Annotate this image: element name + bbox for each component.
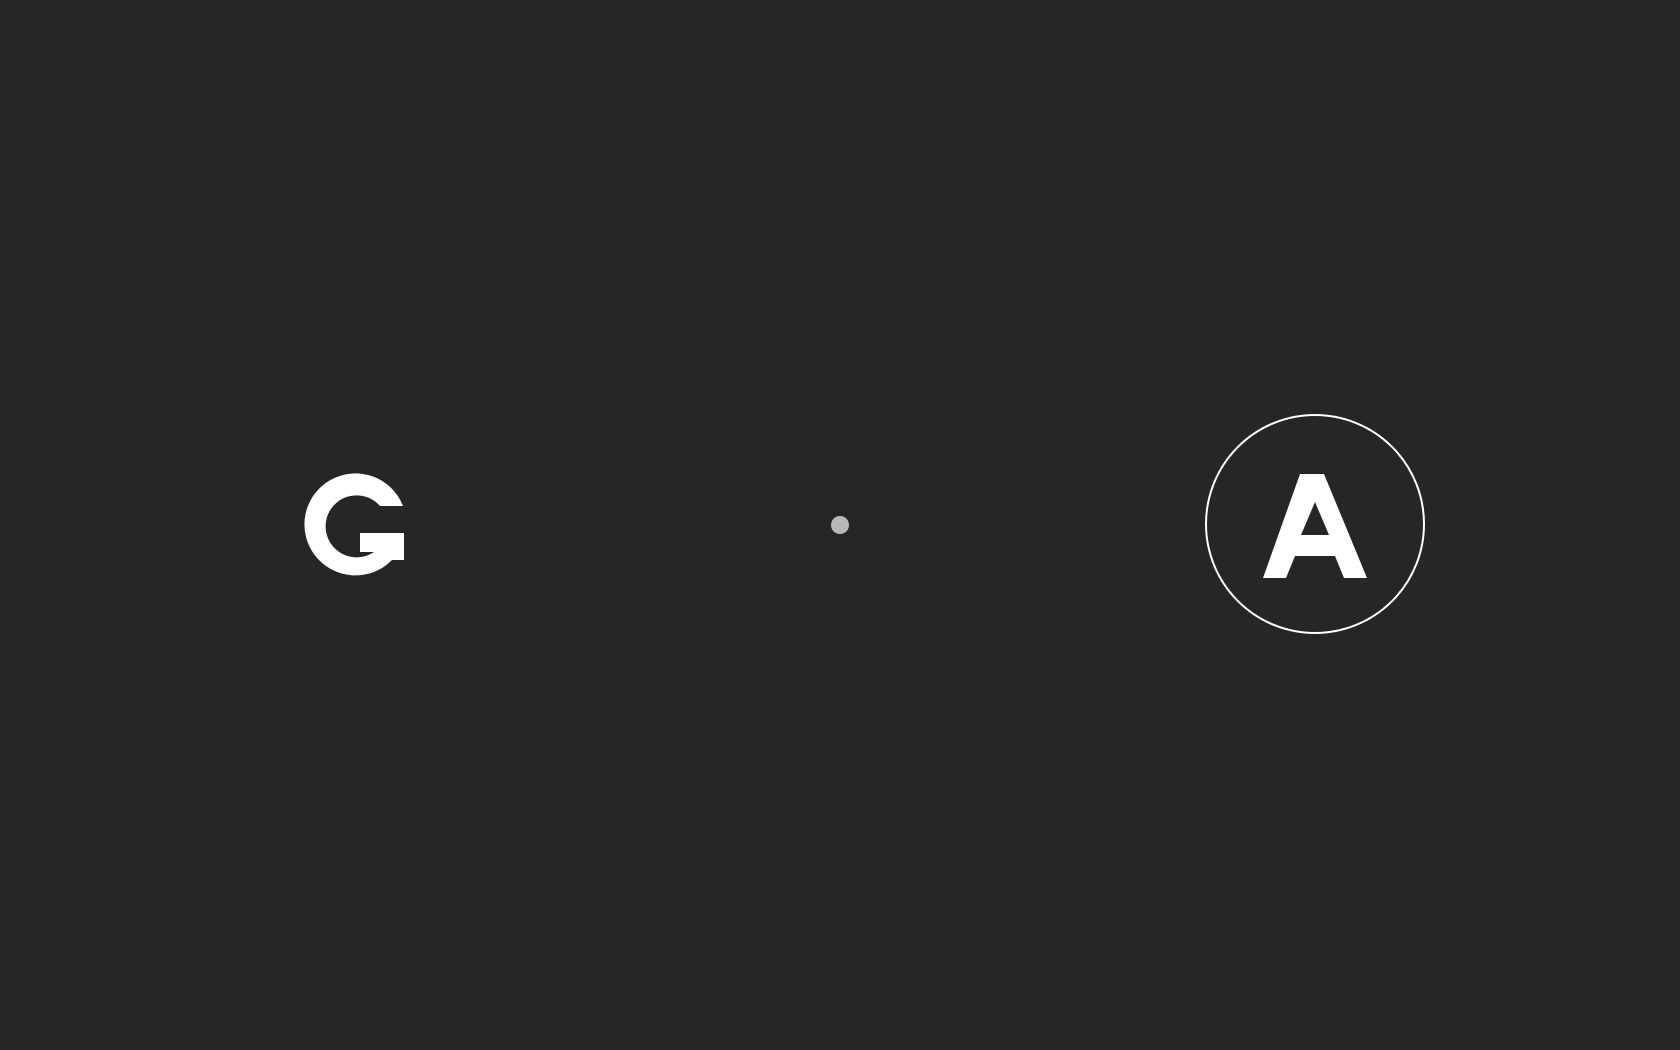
option-a[interactable]: A: [1205, 414, 1425, 634]
a-letter-text: A: [1205, 414, 1206, 415]
center-dot: [831, 516, 849, 534]
g-letter-icon: [304, 473, 404, 576]
a-letter-icon: [1263, 474, 1367, 578]
selection-ring: [1205, 414, 1425, 634]
option-g[interactable]: G: [300, 465, 432, 585]
